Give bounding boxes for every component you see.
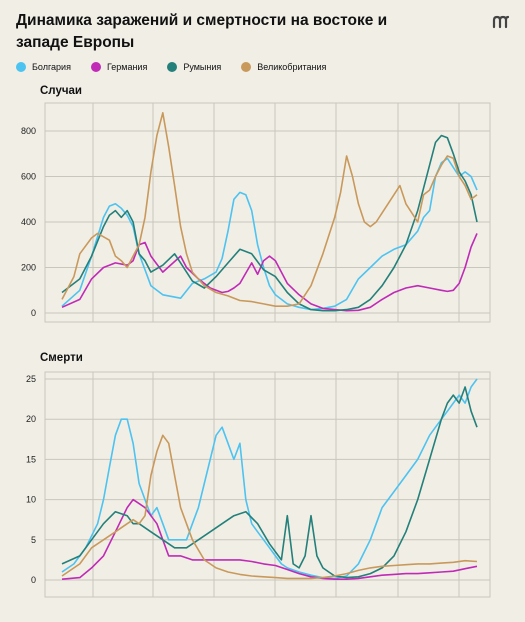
legend-item: Великобритания <box>241 62 326 72</box>
legend-label: Румыния <box>183 62 222 72</box>
y-tick-label: 25 <box>26 374 36 384</box>
y-tick-label: 0 <box>31 308 36 318</box>
legend-label: Великобритания <box>257 62 327 72</box>
legend-label: Германия <box>106 62 148 72</box>
chart-title: Динамика заражений и смертности на восто… <box>16 12 388 51</box>
legend-item: Германия <box>90 62 148 72</box>
series-line-Болгария <box>61 157 478 311</box>
series-line-Румыния <box>61 134 478 312</box>
series-line-Великобритания <box>61 112 478 308</box>
y-tick-label: 5 <box>31 535 36 545</box>
plot-frame <box>44 102 491 323</box>
y-tick-label: 800 <box>21 126 36 136</box>
series-line-Великобритания <box>61 434 478 580</box>
plot-frame <box>44 371 491 598</box>
deaths-panel-title: Смерти <box>40 352 83 364</box>
legend-label: Болгария <box>32 62 71 72</box>
legend-dot <box>167 62 178 72</box>
legend-dot <box>16 62 26 72</box>
y-tick-label: 10 <box>26 495 36 505</box>
legend: Болгария Германия Румыния Великобритания <box>16 62 326 72</box>
y-tick-label: 400 <box>21 217 36 227</box>
y-tick-label: 200 <box>21 263 36 273</box>
y-tick-label: 0 <box>31 575 36 585</box>
legend-item: Румыния <box>167 62 221 72</box>
medusa-logo-icon <box>492 15 510 29</box>
legend-dot <box>241 62 252 72</box>
legend-dot <box>90 62 101 72</box>
series-line-Румыния <box>61 386 478 579</box>
series-line-Германия <box>61 498 478 581</box>
y-tick-label: 20 <box>26 414 36 424</box>
y-tick-label: 15 <box>26 454 36 464</box>
series-line-Германия <box>61 233 478 312</box>
legend-item: Болгария <box>16 62 71 72</box>
cases-chart: 0 200 400 600 800 <box>21 102 491 323</box>
cases-panel-title: Случаи <box>40 85 82 97</box>
series-line-Болгария <box>61 378 478 580</box>
y-tick-label: 600 <box>21 172 36 182</box>
